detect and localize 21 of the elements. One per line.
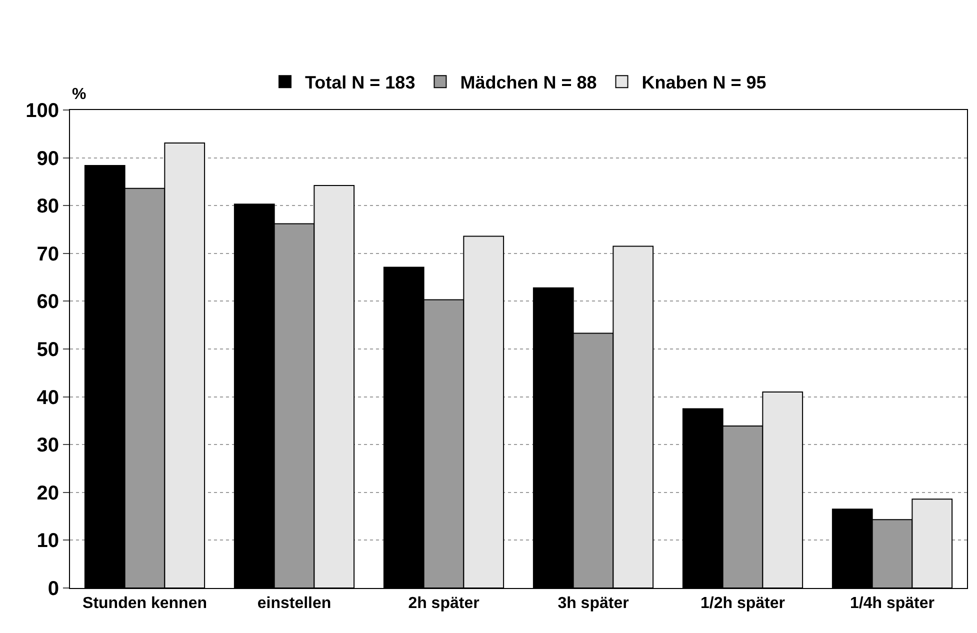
x-tick-label: einstellen	[257, 595, 332, 612]
y-tick-label: 70	[36, 243, 59, 266]
y-tick-label: 0	[48, 578, 59, 600]
y-tick-label: 60	[36, 291, 59, 314]
legend-label: Mädchen N = 88	[460, 72, 597, 93]
x-tick-label: 2h später	[408, 595, 480, 612]
y-tick-label: 10	[36, 530, 59, 552]
y-tick-label: 50	[36, 339, 59, 361]
y-tick-label: 90	[36, 148, 59, 170]
y-tick-label: 40	[36, 386, 59, 409]
x-tick-label: 3h später	[558, 595, 629, 612]
x-tick-label: 1/4h später	[850, 595, 934, 612]
y-tick-label: 30	[36, 434, 59, 457]
x-tick-label: 1/2h später	[700, 595, 785, 612]
y-tick-label: 80	[36, 196, 59, 218]
y-tick-label: 100	[26, 100, 59, 122]
legend-label: Knaben N = 95	[642, 72, 766, 93]
y-axis-title: %	[72, 86, 86, 103]
x-tick-label: Stunden kennen	[82, 595, 207, 612]
y-tick-label: 20	[36, 482, 59, 504]
legend-label: Total N = 183	[305, 72, 416, 93]
